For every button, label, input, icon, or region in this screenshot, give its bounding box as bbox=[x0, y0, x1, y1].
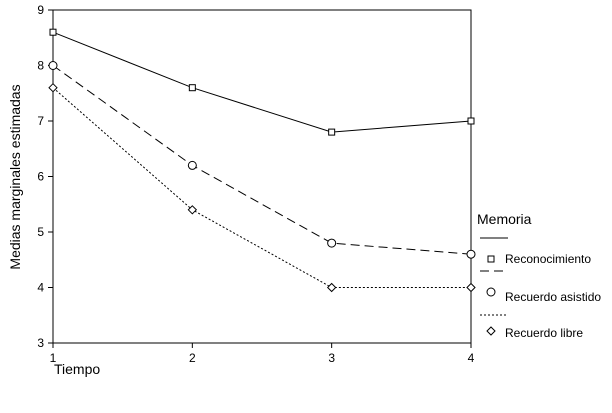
data-point bbox=[326, 282, 337, 293]
data-point bbox=[187, 160, 197, 170]
series-line bbox=[52, 87, 471, 288]
data-point bbox=[188, 84, 196, 92]
legend-label: Reconocimiento bbox=[505, 252, 591, 266]
x-tick-label: 1 bbox=[50, 351, 57, 365]
plot-frame bbox=[52, 9, 472, 344]
data-point bbox=[187, 205, 198, 215]
y-tick-label: 6 bbox=[37, 170, 44, 184]
data-point bbox=[327, 238, 337, 248]
y-tick-label: 3 bbox=[37, 336, 44, 350]
series-line bbox=[52, 65, 472, 255]
data-point bbox=[467, 117, 475, 125]
data-point bbox=[48, 61, 58, 70]
legend-marker bbox=[486, 287, 496, 297]
legend: Memoria Reconocimiento Recuerdo asistido R… bbox=[477, 211, 601, 340]
x-axis: 1 2 3 4 bbox=[50, 343, 475, 365]
series-line bbox=[52, 31, 472, 133]
data-point bbox=[48, 82, 58, 93]
data-point bbox=[466, 249, 476, 259]
y-tick-label: 5 bbox=[37, 225, 44, 239]
series-recuerdo-asistido bbox=[48, 61, 476, 259]
x-tick-label: 3 bbox=[328, 351, 335, 365]
data-point bbox=[466, 282, 476, 293]
series-recuerdo-libre bbox=[48, 82, 476, 293]
series-layer bbox=[48, 28, 476, 293]
legend-marker bbox=[487, 255, 495, 263]
y-tick-label: 9 bbox=[37, 3, 44, 17]
y-axis: 3 4 5 6 7 8 9 bbox=[37, 3, 53, 350]
y-tick-label: 4 bbox=[37, 281, 44, 295]
legend-label: Recuerdo libre bbox=[505, 326, 583, 340]
data-point bbox=[328, 128, 336, 136]
series-reconocimiento bbox=[49, 28, 475, 136]
x-tick-label: 4 bbox=[468, 351, 475, 365]
legend-marker bbox=[486, 326, 496, 336]
y-tick-label: 7 bbox=[37, 114, 44, 128]
legend-title: Memoria bbox=[477, 211, 532, 227]
y-tick-label: 8 bbox=[37, 59, 44, 73]
y-axis-label: Medias marginales estimadas bbox=[7, 84, 23, 269]
x-tick-label: 2 bbox=[189, 351, 196, 365]
data-point bbox=[49, 28, 57, 36]
x-axis-label: Tiempo bbox=[54, 361, 100, 377]
legend-label: Recuerdo asistido bbox=[505, 290, 601, 304]
